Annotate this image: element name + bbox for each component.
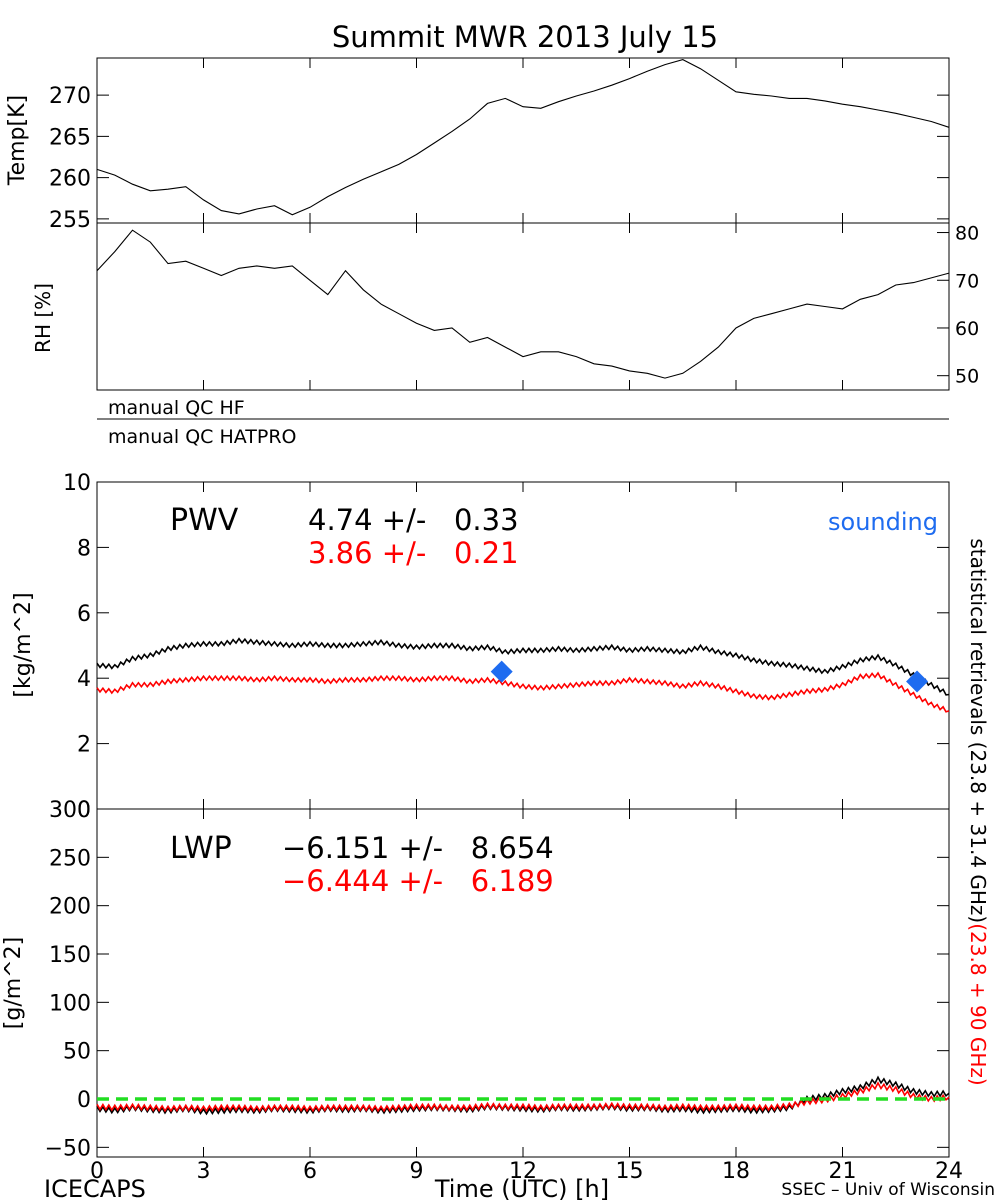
footer-left: ICECAPS [44,1175,146,1200]
x-axis-title: Time (UTC) [h] [434,1175,609,1200]
series-line-0 [96,229,950,379]
pwv-stats-black: 4.74 +/- 0.33 [308,503,519,537]
right-label-red: (23.8 + 90 GHz) [966,923,990,1085]
y-tick-label: 8 [77,536,91,561]
x-tick-label: 15 [616,1159,644,1184]
y-tick-label: 300 [49,798,91,823]
y-tick-label: 260 [49,167,91,192]
y-tick-label: 70 [955,270,979,292]
y-tick-label: 250 [49,846,91,871]
series-line-0 [96,59,950,216]
y-tick-label: 80 [955,223,979,245]
x-tick-label: 9 [410,1159,424,1184]
x-tick-label: 6 [303,1159,317,1184]
pwv-annotation: PWV [170,503,239,538]
y-tick-label: 4 [77,667,91,692]
pwv-series [96,637,950,713]
figure-title: Summit MWR 2013 July 15 [332,20,718,54]
y-tick-label: 0 [77,1088,91,1113]
y-tick-label: 270 [49,84,91,109]
lwp-stats-black: −6.151 +/- 8.654 [282,831,554,865]
x-tick-label: 21 [829,1159,857,1184]
lwp-axis-label: [g/m^2] [1,937,26,1029]
time-axis-ticks: 0 3 6 9 12 15 18 21 24 [90,58,963,1184]
x-tick-label: 18 [722,1159,750,1184]
y-tick-label: 60 [955,318,979,340]
temperature-plot-frame [96,57,950,224]
y-tick-label: 50 [955,366,979,388]
pwv-panel: [kg/m^2] 0 2 4 6 8 10 PWV 4.74 +/- 0.33 3.86 … [11,471,950,823]
y-tick-label: 10 [63,471,91,496]
x-tick-label: 3 [197,1159,211,1184]
pwv-y-ticks: 0 2 4 6 8 10 [63,471,949,823]
qc-bars: manual QC HF manual QC HATPRO [97,397,949,448]
right-vertical-label: statistical retrievals (23.8 + 31.4 GHz)… [966,538,990,1085]
temperature-panel: Temp[K] 255 260 265 270 [5,57,950,233]
lwp-annotation: LWP [170,831,232,866]
temperature-series [96,59,950,216]
y-tick-label: 50 [63,1040,91,1065]
y-tick-label: 255 [49,208,91,233]
qc-hf-label: manual QC HF [108,397,245,419]
footer-right: SSEC – Univ of Wisconsin [781,1180,995,1200]
y-tick-label: 2 [77,733,91,758]
lwp-y-ticks: −50 0 50 100 150 200 250 300 [45,798,949,1161]
series-line-1 [96,671,950,713]
y-tick-label: 200 [49,895,91,920]
pwv-axis-label: [kg/m^2] [11,592,36,697]
rh-panel: RH [%] 50 60 70 80 [31,222,979,391]
y-tick-label: 100 [49,991,91,1016]
x-tick-label: 12 [509,1159,537,1184]
temperature-y-ticks: 255 260 265 270 [49,84,949,233]
rh-series [96,229,950,379]
sounding-legend: sounding [828,508,938,536]
y-tick-label: 6 [77,602,91,627]
pwv-stats-red: 3.86 +/- 0.21 [308,536,519,570]
series-line-0 [96,1075,950,1116]
temperature-axis-label: Temp[K] [5,95,30,186]
sounding-marker [490,660,513,683]
rh-axis-label: RH [%] [31,283,55,353]
series-line-0 [96,637,950,696]
x-tick-label: 0 [90,1159,104,1184]
sounding-marker [906,670,929,693]
qc-hatpro-label: manual QC HATPRO [108,426,297,448]
x-tick-label: 24 [935,1159,963,1184]
lwp-panel: [g/m^2] −50 0 50 100 150 200 250 300 LWP −6.151… [1,798,950,1161]
lwp-series [96,1075,950,1116]
rh-y-ticks: 50 60 70 80 [937,223,979,388]
y-tick-label: −50 [45,1136,91,1161]
y-tick-label: 0 [77,798,91,823]
y-tick-label: 150 [49,943,91,968]
lwp-stats-red: −6.444 +/- 6.189 [282,864,554,898]
right-label-black: statistical retrievals (23.8 + 31.4 GHz) [966,538,990,923]
y-tick-label: 265 [49,125,91,150]
